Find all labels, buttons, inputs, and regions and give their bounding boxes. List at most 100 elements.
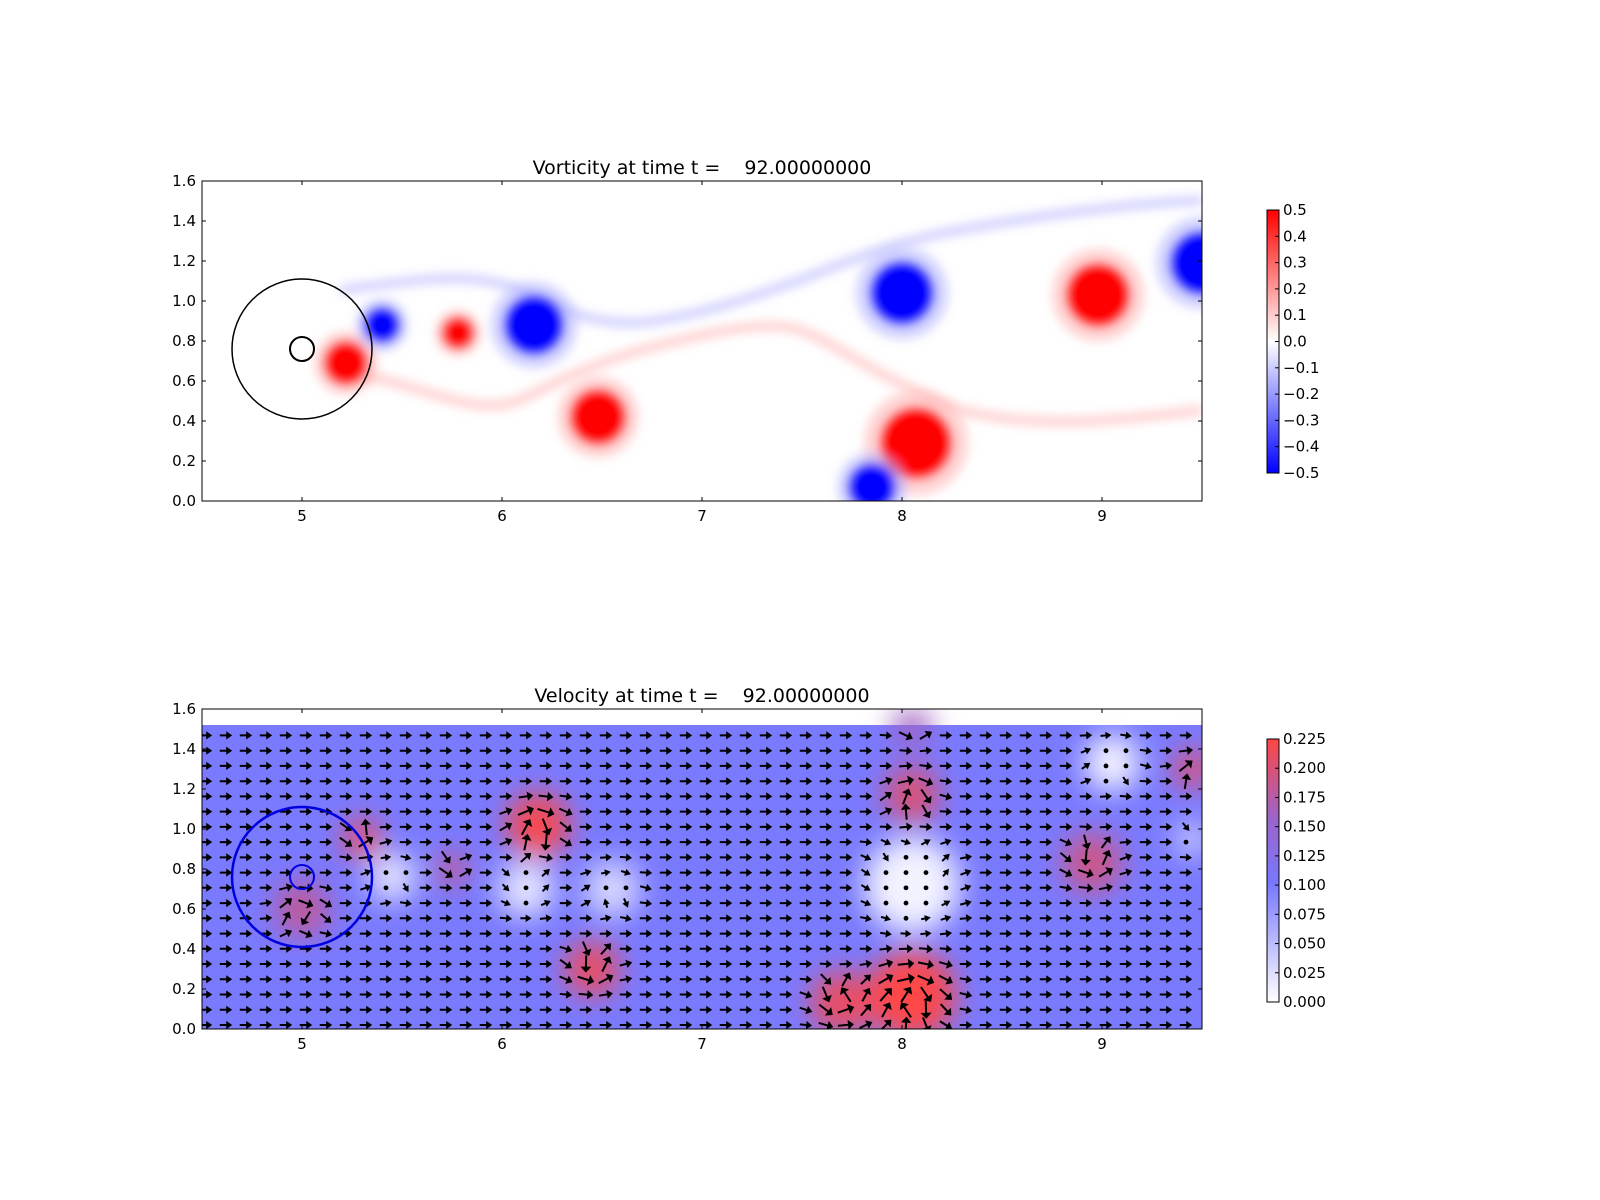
- velocity-arrow: [719, 883, 733, 892]
- velocity-arrow: [339, 975, 353, 984]
- speed-region: [564, 941, 620, 997]
- velocity-arrow: [600, 914, 612, 923]
- velocity-arrow: [779, 731, 793, 740]
- velocity-arrow: [459, 837, 473, 847]
- velocity-arrow: [839, 959, 853, 969]
- velocity-arrow: [580, 955, 592, 973]
- velocity-arrow: [599, 746, 613, 755]
- velocity-arrow: [739, 929, 753, 938]
- velocity-arrow: [820, 973, 832, 985]
- velocity-dot: [1103, 748, 1109, 754]
- velocity-arrow: [860, 868, 871, 876]
- velocity-arrow: [459, 1020, 473, 1029]
- velocity-arrow: [699, 792, 713, 801]
- velocity-arrow: [679, 898, 693, 908]
- velocity-arrow: [399, 777, 413, 786]
- velocity-arrow: [979, 807, 993, 816]
- velocity-arrow: [859, 746, 873, 755]
- velocity-arrow: [439, 807, 453, 816]
- velocity-arrow: [1099, 975, 1113, 984]
- velocity-arrow: [739, 944, 753, 953]
- velocity-arrow: [339, 792, 353, 801]
- velocity-arrow: [1179, 731, 1193, 740]
- velocity-arrow: [659, 929, 673, 938]
- colorbar-tick-label: 0.0: [1283, 333, 1307, 351]
- velocity-arrow: [259, 761, 273, 771]
- velocity-arrow: [859, 959, 873, 969]
- velocity-arrow: [1059, 851, 1072, 863]
- velocity-dot: [903, 915, 909, 921]
- velocity-arrow: [1139, 944, 1153, 953]
- velocity-arrow: [479, 1005, 493, 1014]
- velocity-arrow: [299, 822, 313, 832]
- velocity-arrow: [479, 1020, 493, 1029]
- velocity-arrow: [699, 746, 713, 755]
- velocity-arrow: [1079, 731, 1093, 740]
- velocity-arrow: [459, 807, 473, 816]
- velocity-arrow: [379, 944, 393, 953]
- velocity-arrow: [639, 975, 653, 984]
- velocity-arrow: [579, 746, 593, 755]
- velocity-arrow: [599, 929, 613, 938]
- velocity-arrow: [699, 807, 713, 816]
- velocity-arrow: [839, 944, 853, 953]
- velocity-arrow: [1139, 883, 1153, 892]
- velocity-arrow: [339, 1005, 353, 1014]
- velocity-arrow: [920, 986, 933, 1002]
- vorticity-field: [314, 195, 1202, 501]
- velocity-arrow: [939, 1003, 952, 1016]
- velocity-arrow: [639, 807, 653, 816]
- velocity-field: [202, 709, 1202, 1029]
- velocity-arrow: [539, 990, 553, 999]
- velocity-arrow: [979, 1005, 993, 1014]
- velocity-arrow: [499, 792, 513, 801]
- velocity-arrow: [1019, 746, 1033, 755]
- velocity-arrow: [540, 833, 552, 851]
- velocity-arrow: [279, 746, 293, 755]
- velocity-arrow: [659, 883, 673, 892]
- velocity-arrow: [1079, 929, 1093, 938]
- velocity-arrow: [859, 792, 873, 801]
- velocity-arrow: [479, 883, 493, 892]
- velocity-arrow: [339, 929, 353, 938]
- velocity-arrow: [1119, 990, 1133, 999]
- velocity-arrow: [819, 731, 833, 740]
- velocity-arrow: [659, 746, 673, 755]
- velocity-arrow: [979, 944, 993, 953]
- annotation-large-circle: [230, 805, 374, 949]
- velocity-arrow: [879, 822, 893, 832]
- velocity-arrow: [500, 899, 511, 907]
- velocity-arrow: [1139, 868, 1153, 877]
- velocity-dot: [1103, 778, 1109, 784]
- velocity-arrow: [619, 975, 633, 984]
- velocity-arrow: [541, 868, 550, 878]
- velocity-arrow: [539, 929, 553, 938]
- velocity-arrow: [1098, 867, 1113, 878]
- velocity-arrow: [518, 791, 534, 801]
- velocity-arrow: [459, 822, 473, 832]
- velocity-arrow: [719, 777, 733, 786]
- velocity-arrow: [759, 777, 773, 786]
- velocity-arrow: [699, 883, 713, 892]
- velocity-arrow: [859, 929, 873, 938]
- velocity-arrow: [259, 944, 273, 953]
- velocity-arrow: [519, 1020, 533, 1029]
- velocity-arrow: [1081, 762, 1091, 770]
- velocity-arrow: [499, 959, 513, 969]
- velocity-arrow: [1079, 975, 1093, 984]
- y-tick-label: 0.2: [172, 452, 196, 470]
- velocity-arrow: [1019, 731, 1033, 740]
- velocity-arrow: [1099, 792, 1112, 801]
- velocity-arrow: [399, 914, 413, 923]
- velocity-arrow: [1039, 777, 1053, 786]
- velocity-arrow: [779, 1020, 793, 1029]
- velocity-arrow: [1019, 914, 1033, 923]
- velocity-arrow: [739, 883, 753, 892]
- velocity-arrow: [759, 898, 773, 908]
- velocity-arrow: [539, 746, 553, 755]
- velocity-arrow: [1119, 868, 1133, 877]
- velocity-arrow: [1159, 898, 1173, 908]
- velocity-arrow: [359, 929, 373, 938]
- velocity-arrow: [501, 883, 510, 892]
- velocity-arrow: [898, 944, 914, 954]
